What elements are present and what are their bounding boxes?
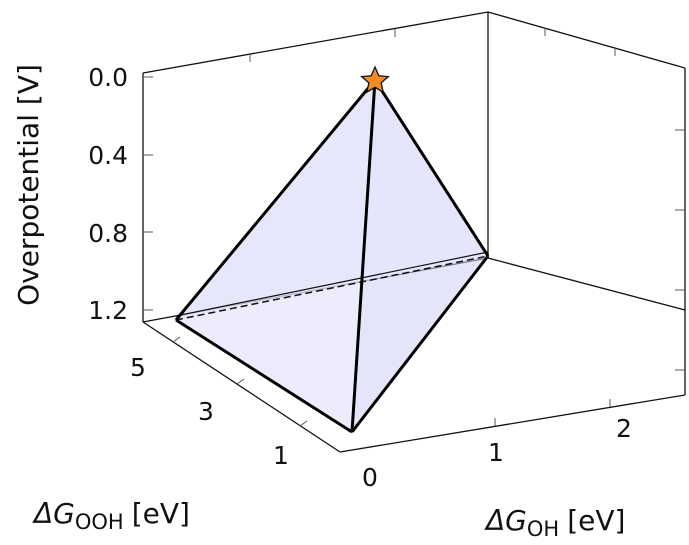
y-axis-label-unit: [eV] [132,497,190,530]
tick-marks [143,28,685,427]
surface-face-back [176,80,488,320]
z-tick-label: 0.4 [88,141,128,170]
x-tick-label: 2 [616,414,632,443]
y-tick-label: 5 [130,353,146,382]
edge-apex-right [373,79,490,257]
y-tick-label: 1 [273,441,289,470]
edge-front-right [350,255,490,433]
box-back-top [142,11,686,74]
z-axis-label: Overpotential [V] [12,64,45,306]
y-axis-label-main: ΔG [32,497,75,530]
y-tick [299,420,308,427]
y-tick [172,336,181,343]
edge-apex-front [350,79,377,433]
edge-apex-left [174,79,377,321]
y-axis-label: ΔGOOH [eV] [32,497,190,534]
surface [176,80,488,432]
edge-left-front [175,318,353,434]
z-tick-label: 0.0 [88,63,128,92]
y-tick-labels: 5 3 1 [130,353,289,470]
x-axis-label: ΔGOH [eV] [484,504,625,541]
x-tick-label: 0 [362,463,378,492]
box-floor-left-edge [142,321,341,453]
y-tick [236,378,245,385]
y-tick-label: 3 [198,397,214,426]
z-tick-label: 1.2 [88,296,128,325]
y-axis-label-sub: OOH [75,510,124,534]
surface-edges [174,79,490,434]
z-tick-label: 0.8 [88,219,128,248]
x-tick-labels: 0 1 2 [362,414,632,492]
x-axis-label-main: ΔG [484,504,527,537]
hidden-edge [175,255,489,321]
apex-star-marker [360,65,390,94]
box-floor-front-edge [339,394,686,453]
hidden-edge-shadow [175,251,489,317]
x-axis-label-sub: OH [527,517,559,541]
x-tick-label: 1 [488,438,504,467]
z-tick-labels: 0.0 0.4 0.8 1.2 [88,63,128,325]
x-axis-label-unit: [eV] [567,504,625,537]
